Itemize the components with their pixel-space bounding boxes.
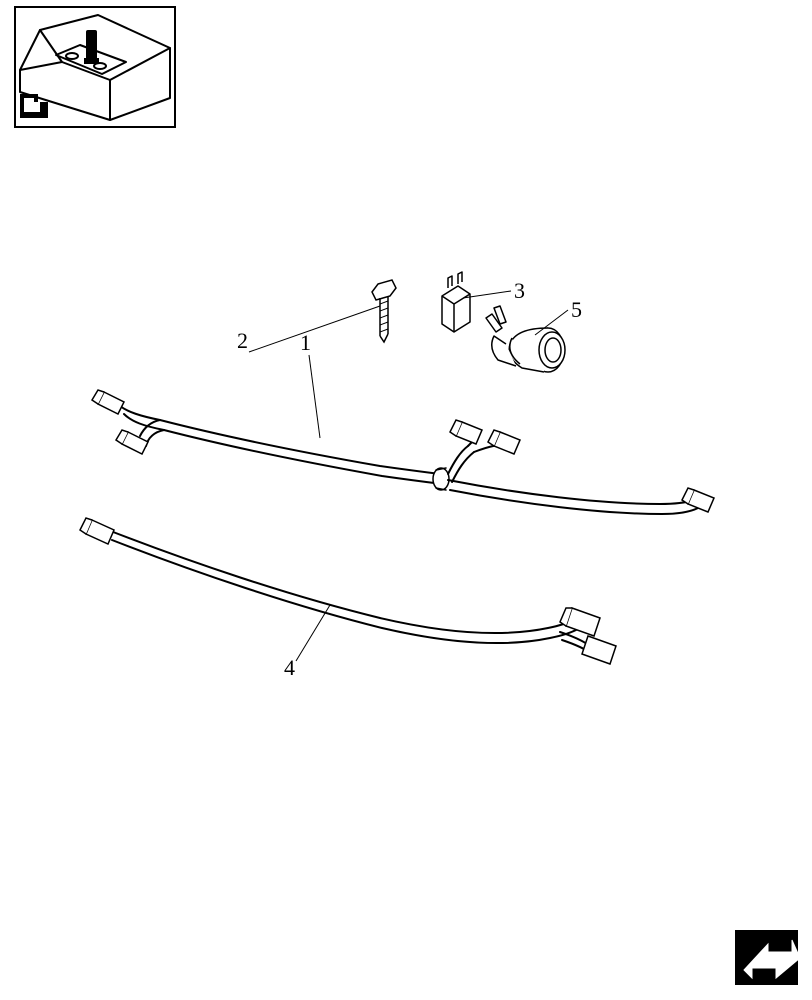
next-page-icon[interactable] [735,930,800,985]
lower-wiring-harness [80,518,616,664]
context-icon [15,7,175,127]
bolt [372,280,396,342]
push-button-switch [486,306,565,372]
relay [442,272,470,332]
upper-wiring-harness [92,390,714,514]
callout-label-1: 1 [300,330,311,356]
callout-label-5: 5 [571,297,582,323]
callout-label-2: 2 [237,328,248,354]
callout-label-4: 4 [284,655,295,681]
parts-diagram-canvas: 1 2 3 4 5 [0,0,812,1000]
callout-label-3: 3 [514,278,525,304]
diagram-svg [0,0,812,1000]
